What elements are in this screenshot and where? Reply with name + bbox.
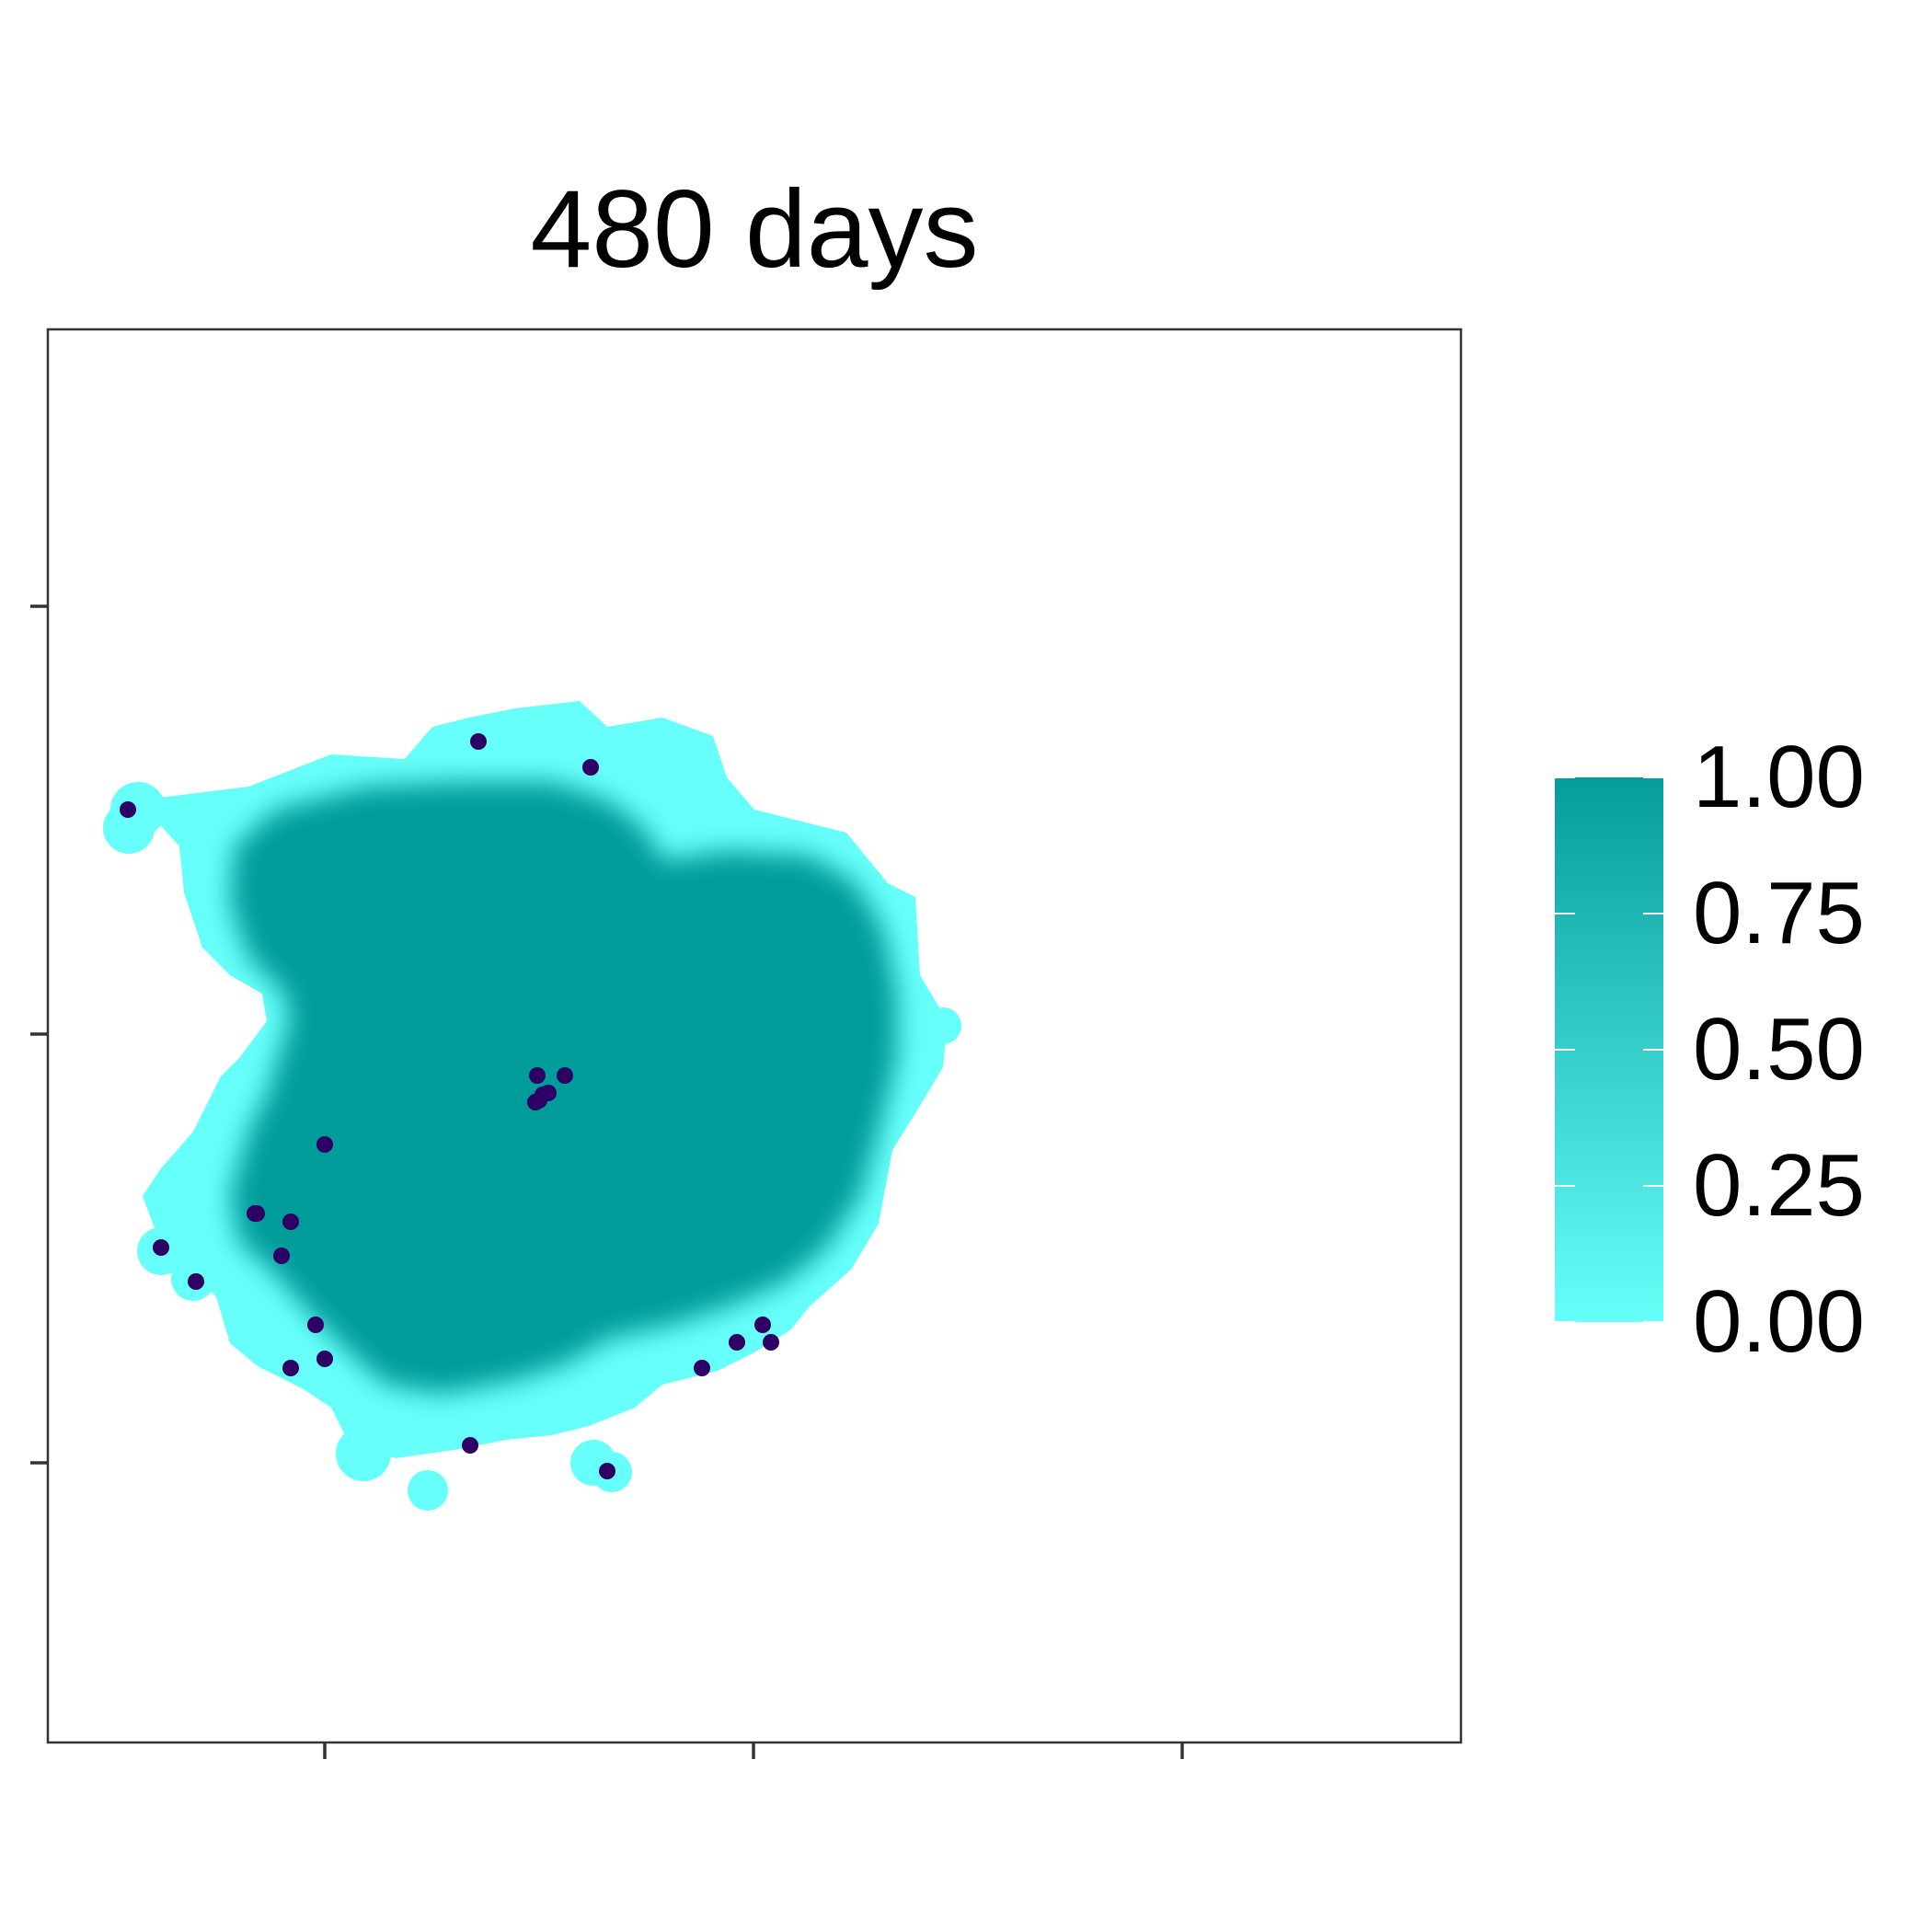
data-point bbox=[527, 1094, 544, 1110]
legend-ticks bbox=[1555, 776, 1663, 1323]
x-axis-ticks bbox=[323, 1742, 1184, 1759]
legend-label-0.50: 0.50 bbox=[1693, 1000, 1865, 1098]
data-point bbox=[247, 1205, 263, 1222]
data-point bbox=[694, 1360, 710, 1376]
data-point bbox=[529, 1067, 546, 1084]
observation-points bbox=[120, 733, 779, 1479]
data-point bbox=[462, 1437, 478, 1454]
legend-label-1.00: 1.00 bbox=[1693, 728, 1865, 826]
legend-label-0.75: 0.75 bbox=[1693, 864, 1865, 962]
data-point bbox=[316, 1351, 333, 1367]
data-point bbox=[282, 1360, 299, 1376]
data-point bbox=[582, 759, 599, 776]
data-point bbox=[273, 1248, 290, 1264]
data-point bbox=[754, 1317, 771, 1333]
data-point bbox=[599, 1463, 615, 1479]
data-point bbox=[763, 1334, 779, 1351]
data-point bbox=[470, 733, 487, 750]
data-point bbox=[188, 1273, 204, 1290]
heat-region-core bbox=[230, 782, 897, 1394]
legend-label-0.25: 0.25 bbox=[1693, 1136, 1865, 1235]
data-point bbox=[729, 1334, 745, 1351]
data-point bbox=[307, 1317, 324, 1333]
legend-label-0.00: 0.00 bbox=[1693, 1272, 1865, 1371]
data-point bbox=[557, 1067, 573, 1084]
data-point bbox=[153, 1239, 169, 1256]
data-point bbox=[282, 1213, 299, 1230]
data-point bbox=[120, 801, 136, 818]
legend bbox=[1555, 776, 1663, 1323]
chart-title: 480 days bbox=[530, 167, 979, 291]
y-axis-ticks bbox=[30, 604, 48, 1465]
data-point bbox=[316, 1136, 333, 1153]
